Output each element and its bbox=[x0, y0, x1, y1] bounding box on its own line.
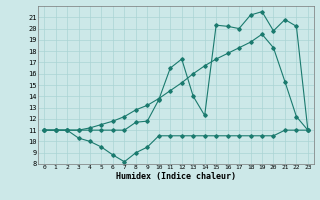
X-axis label: Humidex (Indice chaleur): Humidex (Indice chaleur) bbox=[116, 172, 236, 181]
